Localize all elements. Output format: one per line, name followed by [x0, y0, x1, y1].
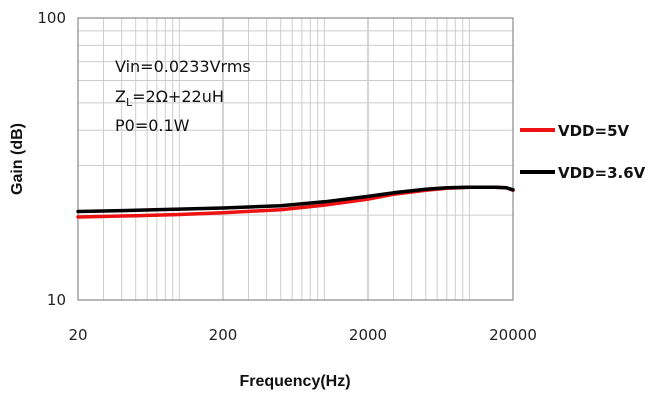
series-lines: [76, 185, 515, 219]
y-tick-label: 100: [37, 9, 66, 27]
x-tick-label: 200: [209, 326, 238, 344]
x-tick-label: 2000: [349, 326, 387, 344]
series-line-1: [76, 185, 515, 214]
annotation-load: ZL=2Ω+22uH: [115, 87, 224, 109]
x-tick-label: 20000: [489, 326, 537, 344]
annotation-load-value: =2Ω+22uH: [132, 87, 224, 106]
grid: [78, 18, 513, 300]
y-axis-label: Gain (dB): [9, 123, 26, 195]
annotation-power: P0=0.1W: [115, 116, 190, 135]
y-tick-label: 10: [47, 291, 66, 309]
x-tick-labels: 20 200 2000 20000: [68, 326, 536, 344]
legend-label-vdd-5v: VDD=5V: [558, 122, 630, 140]
series-line-0: [76, 185, 515, 219]
legend: VDD=5V VDD=3.6V: [520, 122, 646, 182]
plot-area-border: [77, 17, 514, 301]
x-axis-label: Frequency(Hz): [239, 373, 350, 390]
y-tick-labels: 10 100: [37, 9, 66, 309]
annotation-vin: Vin=0.0233Vrms: [115, 57, 251, 76]
annotation-load-subscript: L: [126, 96, 133, 109]
x-tick-label: 20: [68, 326, 87, 344]
legend-label-vdd-3.6v: VDD=3.6V: [558, 164, 646, 182]
annotation-load-prefix: Z: [115, 87, 126, 106]
